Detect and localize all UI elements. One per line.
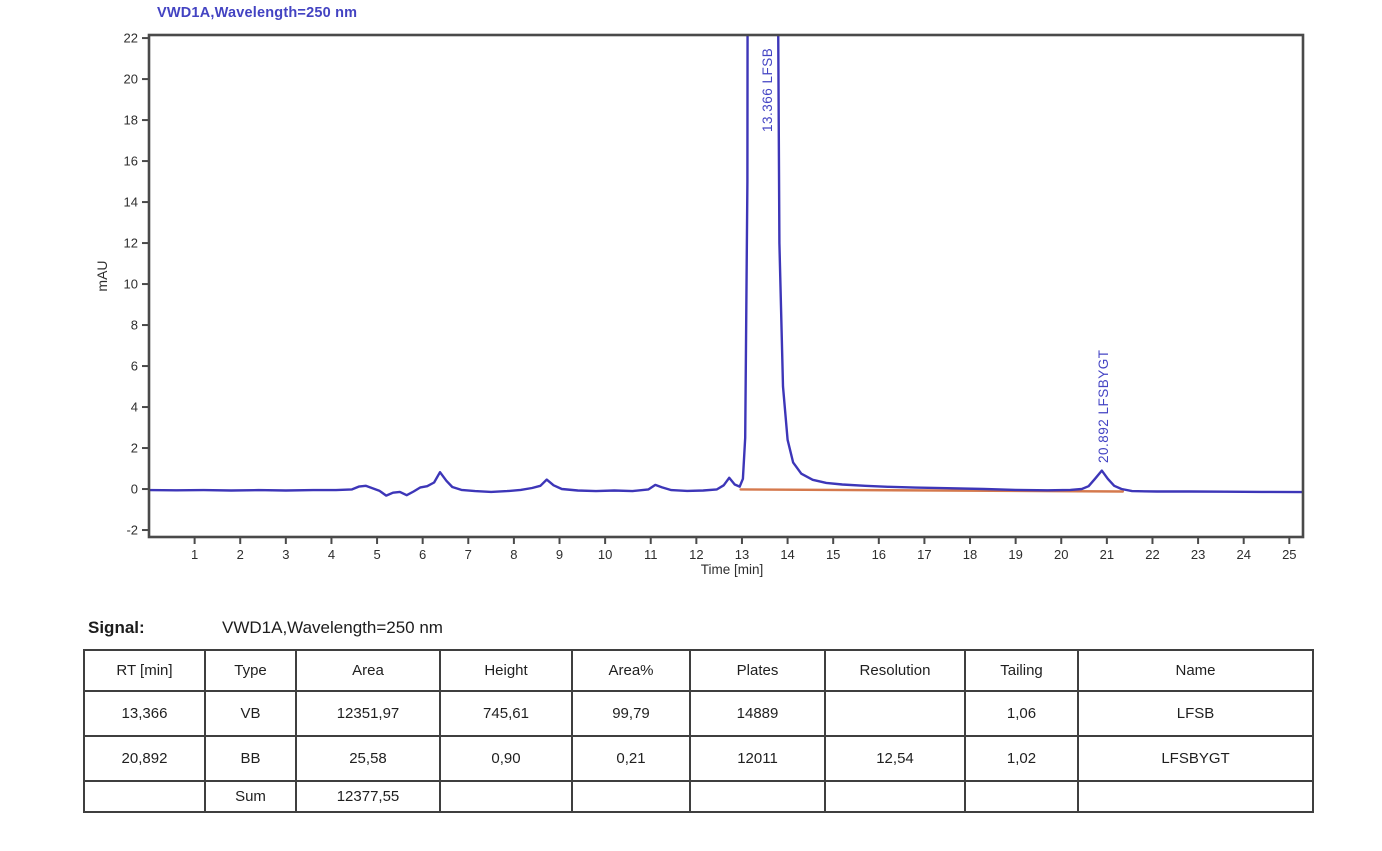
header-cell: Area%: [571, 649, 691, 692]
x-tick-label: 9: [556, 547, 563, 562]
signal-label: Signal:: [88, 618, 145, 637]
x-tick-label: 3: [282, 547, 289, 562]
x-tick-label: 17: [917, 547, 931, 562]
table-cell: LFSBYGT: [1077, 735, 1314, 782]
x-tick-label: 25: [1282, 547, 1296, 562]
plot-content: 13.366 LFSB 20.892 LFSBYGT: [149, 35, 1303, 497]
table-cell: 25,58: [295, 735, 441, 782]
y-tick-label: 22: [124, 31, 138, 46]
table-cell: 12011: [689, 735, 826, 782]
y-tick-label: 2: [131, 441, 138, 456]
x-tick-label: 23: [1191, 547, 1205, 562]
x-tick-label: 5: [373, 547, 380, 562]
y-tick-label: 6: [131, 359, 138, 374]
table-cell: [83, 780, 206, 813]
x-tick-label: 7: [465, 547, 472, 562]
table-cell: [964, 780, 1079, 813]
table-cell: 20,892: [83, 735, 206, 782]
y-tick-label: 8: [131, 318, 138, 333]
table-cell: 13,366: [83, 690, 206, 737]
plot-frame: [147, 33, 1305, 539]
x-tick-label: 19: [1008, 547, 1022, 562]
table-cell: 745,61: [439, 690, 573, 737]
x-tick-label: 6: [419, 547, 426, 562]
table-cell: LFSB: [1077, 690, 1314, 737]
table-cell: [439, 780, 573, 813]
y-tick-label: 0: [131, 482, 138, 497]
y-tick-label: 12: [124, 236, 138, 251]
table-cell: VB: [204, 690, 297, 737]
x-tick-label: 18: [963, 547, 977, 562]
table-row: Sum 12377,55: [83, 780, 1314, 813]
table-cell: BB: [204, 735, 297, 782]
x-tick-label: 14: [780, 547, 794, 562]
x-axis-label: Time [min]: [700, 562, 764, 577]
y-tick-label: 16: [124, 154, 138, 169]
y-tick-label: 20: [124, 72, 138, 87]
table-row: 20,892 BB 25,58 0,90 0,21 12011 12,54 1,02 LFSBY…: [83, 735, 1314, 782]
x-tick-label: 16: [872, 547, 886, 562]
y-tick-label: 14: [124, 195, 138, 210]
x-tick-label: 11: [644, 547, 658, 562]
x-tick-label: 10: [598, 547, 612, 562]
x-tick-label: 4: [328, 547, 335, 562]
x-tick-label: 8: [510, 547, 517, 562]
header-cell: Type: [204, 649, 297, 692]
signal-value: VWD1A,Wavelength=250 nm: [222, 618, 443, 637]
header-cell: Height: [439, 649, 573, 692]
peak-label: 13.366 LFSB: [760, 48, 775, 132]
x-tick-label: 13: [735, 547, 749, 562]
x-tick-label: 2: [237, 547, 244, 562]
x-tick-label: 22: [1145, 547, 1159, 562]
x-tick-label: 24: [1236, 547, 1250, 562]
table-cell: [824, 690, 966, 737]
table-cell: 12377,55: [295, 780, 441, 813]
header-cell: Name: [1077, 649, 1314, 692]
table-cell: 14889: [689, 690, 826, 737]
peak-label: 20.892 LFSBYGT: [1096, 349, 1111, 463]
header-cell: Plates: [689, 649, 826, 692]
x-tick-label: 12: [689, 547, 703, 562]
table-cell: 0,90: [439, 735, 573, 782]
y-tick-label: 4: [131, 400, 138, 415]
results-header-row: RT [min] Type Area Height Area% Plates Resolut…: [83, 649, 1314, 692]
table-cell: 1,06: [964, 690, 1079, 737]
y-tick-label: 10: [124, 277, 138, 292]
table-cell: Sum: [204, 780, 297, 813]
table-cell: [1077, 780, 1314, 813]
y-tick-label: -2: [126, 523, 138, 538]
table-cell: 1,02: [964, 735, 1079, 782]
x-tick-label: 21: [1100, 547, 1114, 562]
table-cell: 0,21: [571, 735, 691, 782]
header-cell: RT [min]: [83, 649, 206, 692]
table-row: 13,366 VB 12351,97 745,61 99,79 14889 1,06 LFSB: [83, 690, 1314, 737]
table-cell: 99,79: [571, 690, 691, 737]
header-cell: Resolution: [824, 649, 966, 692]
table-cell: 12,54: [824, 735, 966, 782]
x-tick-label: 1: [191, 547, 198, 562]
x-tick-label: 15: [826, 547, 840, 562]
header-cell: Tailing: [964, 649, 1079, 692]
signal-trace: [149, 35, 1303, 497]
results-table: RT [min] Type Area Height Area% Plates Resolut…: [83, 649, 1314, 813]
table-cell: [824, 780, 966, 813]
table-cell: [689, 780, 826, 813]
y-axis-label: mAU: [94, 260, 110, 292]
signal-row: Signal: VWD1A,Wavelength=250 nm: [88, 618, 443, 638]
header-cell: Area: [295, 649, 441, 692]
chart-title: VWD1A,Wavelength=250 nm: [157, 5, 358, 21]
table-cell: 12351,97: [295, 690, 441, 737]
y-tick-label: 18: [124, 113, 138, 128]
x-tick-label: 20: [1054, 547, 1068, 562]
table-cell: [571, 780, 691, 813]
